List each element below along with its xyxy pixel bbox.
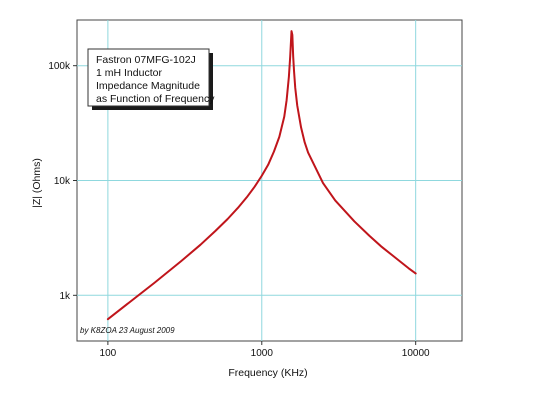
y-tick-label: 100k xyxy=(48,61,71,72)
y-tick-label: 10k xyxy=(54,176,71,187)
title-line-4: as Function of Frequency xyxy=(96,93,215,105)
title-line-1: Fastron 07MFG-102J xyxy=(96,54,196,66)
x-tick-label: 10000 xyxy=(402,348,430,359)
y-tick-label: 1k xyxy=(59,291,71,302)
x-tick-label: 1000 xyxy=(251,348,274,359)
x-tick-label: 100 xyxy=(100,348,117,359)
credit-annotation: by K8ZOA 23 August 2009 xyxy=(80,326,175,335)
title-line-3: Impedance Magnitude xyxy=(96,80,200,92)
title-box-frame xyxy=(87,48,210,107)
title-line-2: 1 mH Inductor xyxy=(96,67,162,79)
title-box: Fastron 07MFG-102J 1 mH Inductor Impedan… xyxy=(87,48,215,110)
y-axis-label: |Z| (Ohms) xyxy=(31,158,43,208)
x-axis-label: Frequency (KHz) xyxy=(228,367,307,379)
impedance-curve xyxy=(106,30,417,321)
series-layer xyxy=(106,30,417,321)
axis-ticks: 100 1000 10000 1k 10k 100k xyxy=(48,61,430,359)
